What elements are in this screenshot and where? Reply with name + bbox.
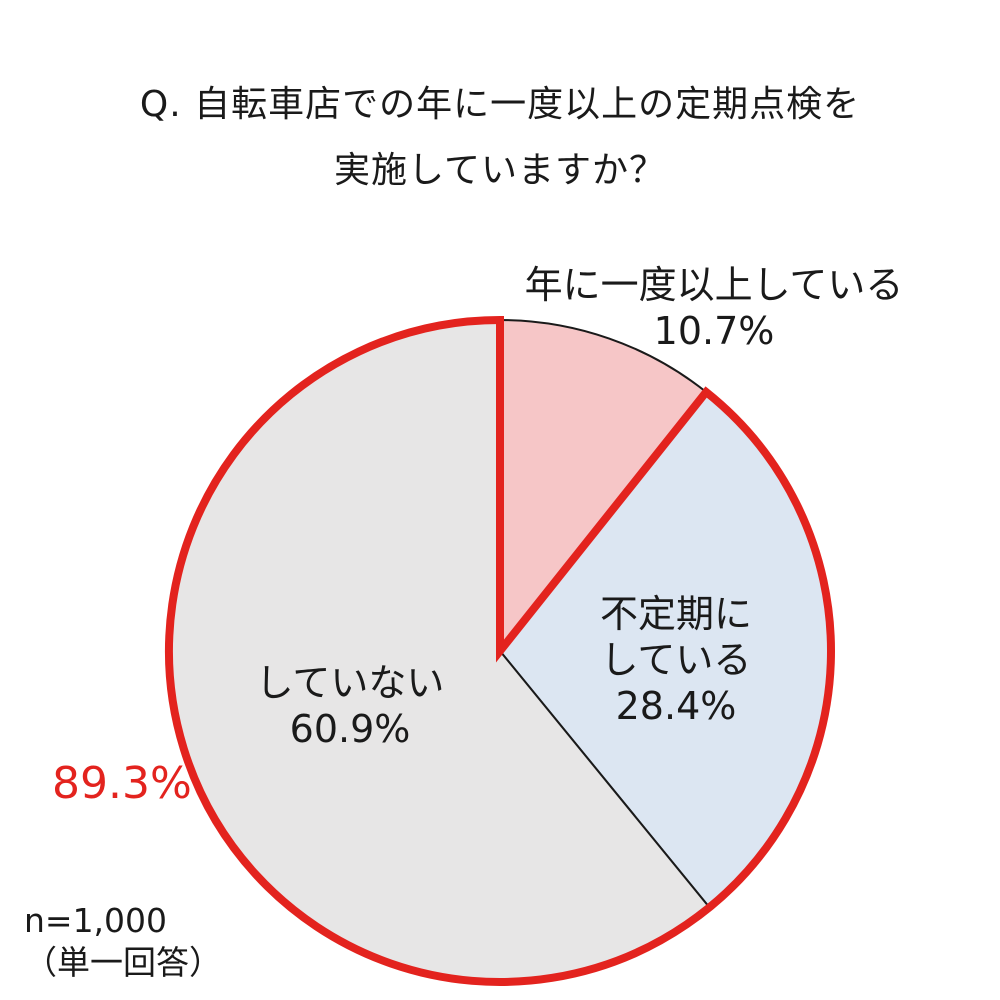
sample-size: n=1,000 (24, 901, 168, 940)
chart-title-line-1: Q. 自転車店での年に一度以上の定期点検を (139, 84, 861, 125)
pie-slice-annual (499, 318, 708, 654)
slice-name-irregular-2: している (600, 638, 752, 682)
chart-title: Q. 自転車店での年に一度以上の定期点検を 実施していますか？ (0, 72, 1000, 204)
chart-title-line-2: 実施していますか？ (334, 150, 666, 191)
sample-note: n=1,000 （単一回答） (24, 900, 222, 984)
slice-label-annual: 年に一度以上している 10.7% (525, 262, 904, 354)
answer-type: （単一回答） (24, 943, 222, 982)
slice-label-none: していない 60.9% (256, 660, 445, 752)
slice-value-annual: 10.7% (653, 309, 775, 353)
slice-value-none: 60.9% (289, 707, 411, 751)
slice-label-irregular: 不定期に している 28.4% (600, 591, 752, 729)
highlight-total-label: 89.3% (52, 758, 192, 809)
highlight-outline (165, 315, 835, 986)
slice-name-annual: 年に一度以上している (524, 263, 904, 307)
slice-value-irregular: 28.4% (615, 684, 737, 728)
slice-name-none: していない (255, 661, 445, 705)
slice-name-irregular-1: 不定期に (599, 592, 753, 636)
